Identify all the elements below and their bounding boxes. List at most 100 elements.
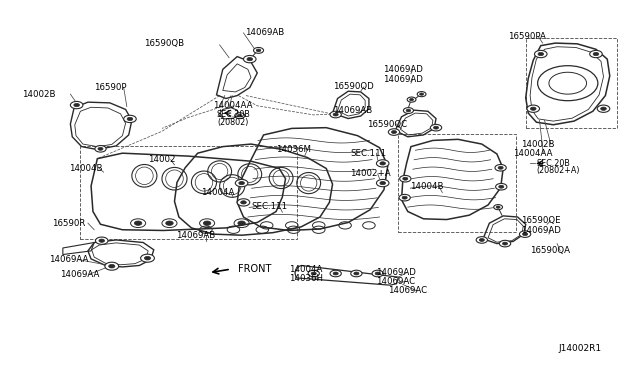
Text: 14069AD: 14069AD bbox=[383, 75, 423, 84]
Circle shape bbox=[308, 270, 319, 277]
Text: 16590QD: 16590QD bbox=[333, 82, 373, 92]
Circle shape bbox=[597, 105, 610, 112]
Text: SEC.20B: SEC.20B bbox=[216, 110, 250, 119]
Circle shape bbox=[145, 256, 150, 260]
Text: (20802+A): (20802+A) bbox=[536, 166, 580, 175]
Circle shape bbox=[375, 272, 380, 275]
Text: 14069AA: 14069AA bbox=[60, 270, 99, 279]
Circle shape bbox=[333, 272, 338, 275]
Circle shape bbox=[236, 179, 248, 187]
Circle shape bbox=[256, 49, 260, 52]
Circle shape bbox=[127, 117, 132, 121]
Circle shape bbox=[330, 111, 341, 118]
Text: FRONT: FRONT bbox=[239, 264, 272, 274]
Circle shape bbox=[237, 199, 250, 206]
Circle shape bbox=[351, 270, 362, 277]
Circle shape bbox=[531, 107, 536, 110]
Circle shape bbox=[99, 239, 104, 242]
Circle shape bbox=[238, 221, 245, 225]
Circle shape bbox=[376, 179, 389, 187]
Text: 14036M: 14036M bbox=[276, 145, 311, 154]
Circle shape bbox=[204, 221, 211, 225]
Text: 14004B: 14004B bbox=[410, 182, 443, 191]
Circle shape bbox=[74, 103, 79, 107]
Circle shape bbox=[402, 196, 407, 199]
Circle shape bbox=[388, 129, 399, 135]
Circle shape bbox=[380, 182, 385, 185]
Circle shape bbox=[105, 262, 118, 270]
Circle shape bbox=[235, 113, 244, 119]
Circle shape bbox=[399, 195, 410, 201]
Text: 14069AC: 14069AC bbox=[388, 286, 427, 295]
Text: 14002+A: 14002+A bbox=[350, 170, 391, 179]
Circle shape bbox=[333, 113, 338, 116]
Circle shape bbox=[538, 52, 543, 56]
Circle shape bbox=[593, 52, 599, 56]
Text: 16590R: 16590R bbox=[52, 219, 86, 228]
Circle shape bbox=[134, 221, 142, 225]
Circle shape bbox=[476, 237, 488, 243]
Circle shape bbox=[407, 97, 416, 102]
Text: 14004A: 14004A bbox=[201, 188, 234, 197]
Circle shape bbox=[589, 50, 602, 58]
Text: 14069AB: 14069AB bbox=[176, 231, 215, 240]
Text: 16590QB: 16590QB bbox=[145, 39, 184, 48]
Text: 14002B: 14002B bbox=[22, 90, 56, 99]
Text: 14004AA: 14004AA bbox=[213, 101, 253, 110]
Circle shape bbox=[376, 160, 389, 167]
Text: 14069AC: 14069AC bbox=[376, 277, 415, 286]
Circle shape bbox=[237, 114, 242, 117]
Circle shape bbox=[330, 270, 341, 277]
Text: 14036H: 14036H bbox=[289, 274, 323, 283]
Text: 14069AD: 14069AD bbox=[521, 226, 561, 235]
Circle shape bbox=[495, 164, 506, 171]
Text: 14004A: 14004A bbox=[289, 264, 322, 274]
Circle shape bbox=[354, 272, 359, 275]
Circle shape bbox=[95, 145, 106, 152]
Text: 16590QC: 16590QC bbox=[367, 119, 407, 128]
Circle shape bbox=[403, 108, 413, 113]
Text: 14069AB: 14069AB bbox=[244, 28, 284, 37]
Circle shape bbox=[520, 231, 531, 237]
Circle shape bbox=[499, 240, 511, 247]
Circle shape bbox=[420, 93, 424, 95]
Circle shape bbox=[496, 206, 500, 208]
Circle shape bbox=[406, 109, 411, 112]
Circle shape bbox=[247, 58, 253, 61]
Text: 16590P: 16590P bbox=[94, 83, 127, 92]
Circle shape bbox=[253, 48, 264, 53]
Circle shape bbox=[493, 205, 502, 210]
Circle shape bbox=[166, 221, 173, 225]
Text: J14002R1: J14002R1 bbox=[558, 344, 602, 353]
Text: 16590PA: 16590PA bbox=[508, 32, 546, 41]
Circle shape bbox=[392, 131, 397, 134]
Text: 14002: 14002 bbox=[148, 155, 175, 164]
Circle shape bbox=[70, 102, 83, 109]
Circle shape bbox=[311, 272, 316, 275]
Circle shape bbox=[499, 185, 504, 188]
Circle shape bbox=[417, 92, 426, 97]
Circle shape bbox=[124, 115, 136, 122]
Circle shape bbox=[502, 242, 508, 245]
Text: 16590QE: 16590QE bbox=[521, 216, 561, 225]
Circle shape bbox=[498, 166, 503, 169]
Circle shape bbox=[495, 183, 507, 190]
Text: 14069AD: 14069AD bbox=[376, 268, 417, 277]
Circle shape bbox=[527, 105, 540, 112]
Circle shape bbox=[403, 177, 408, 180]
Circle shape bbox=[372, 270, 383, 277]
Circle shape bbox=[239, 182, 244, 185]
Text: 14004AA: 14004AA bbox=[513, 149, 553, 158]
Circle shape bbox=[601, 107, 606, 110]
Circle shape bbox=[522, 232, 527, 235]
Text: 14069AB: 14069AB bbox=[333, 106, 372, 115]
Text: 14069AA: 14069AA bbox=[49, 255, 88, 264]
Circle shape bbox=[534, 50, 547, 58]
Text: 16590QA: 16590QA bbox=[530, 246, 570, 256]
Circle shape bbox=[433, 126, 438, 129]
Text: SEC.111: SEC.111 bbox=[350, 149, 386, 158]
Text: 14004B: 14004B bbox=[69, 164, 102, 173]
Circle shape bbox=[109, 264, 115, 268]
Text: SEC.111: SEC.111 bbox=[251, 202, 287, 211]
Circle shape bbox=[430, 124, 442, 131]
